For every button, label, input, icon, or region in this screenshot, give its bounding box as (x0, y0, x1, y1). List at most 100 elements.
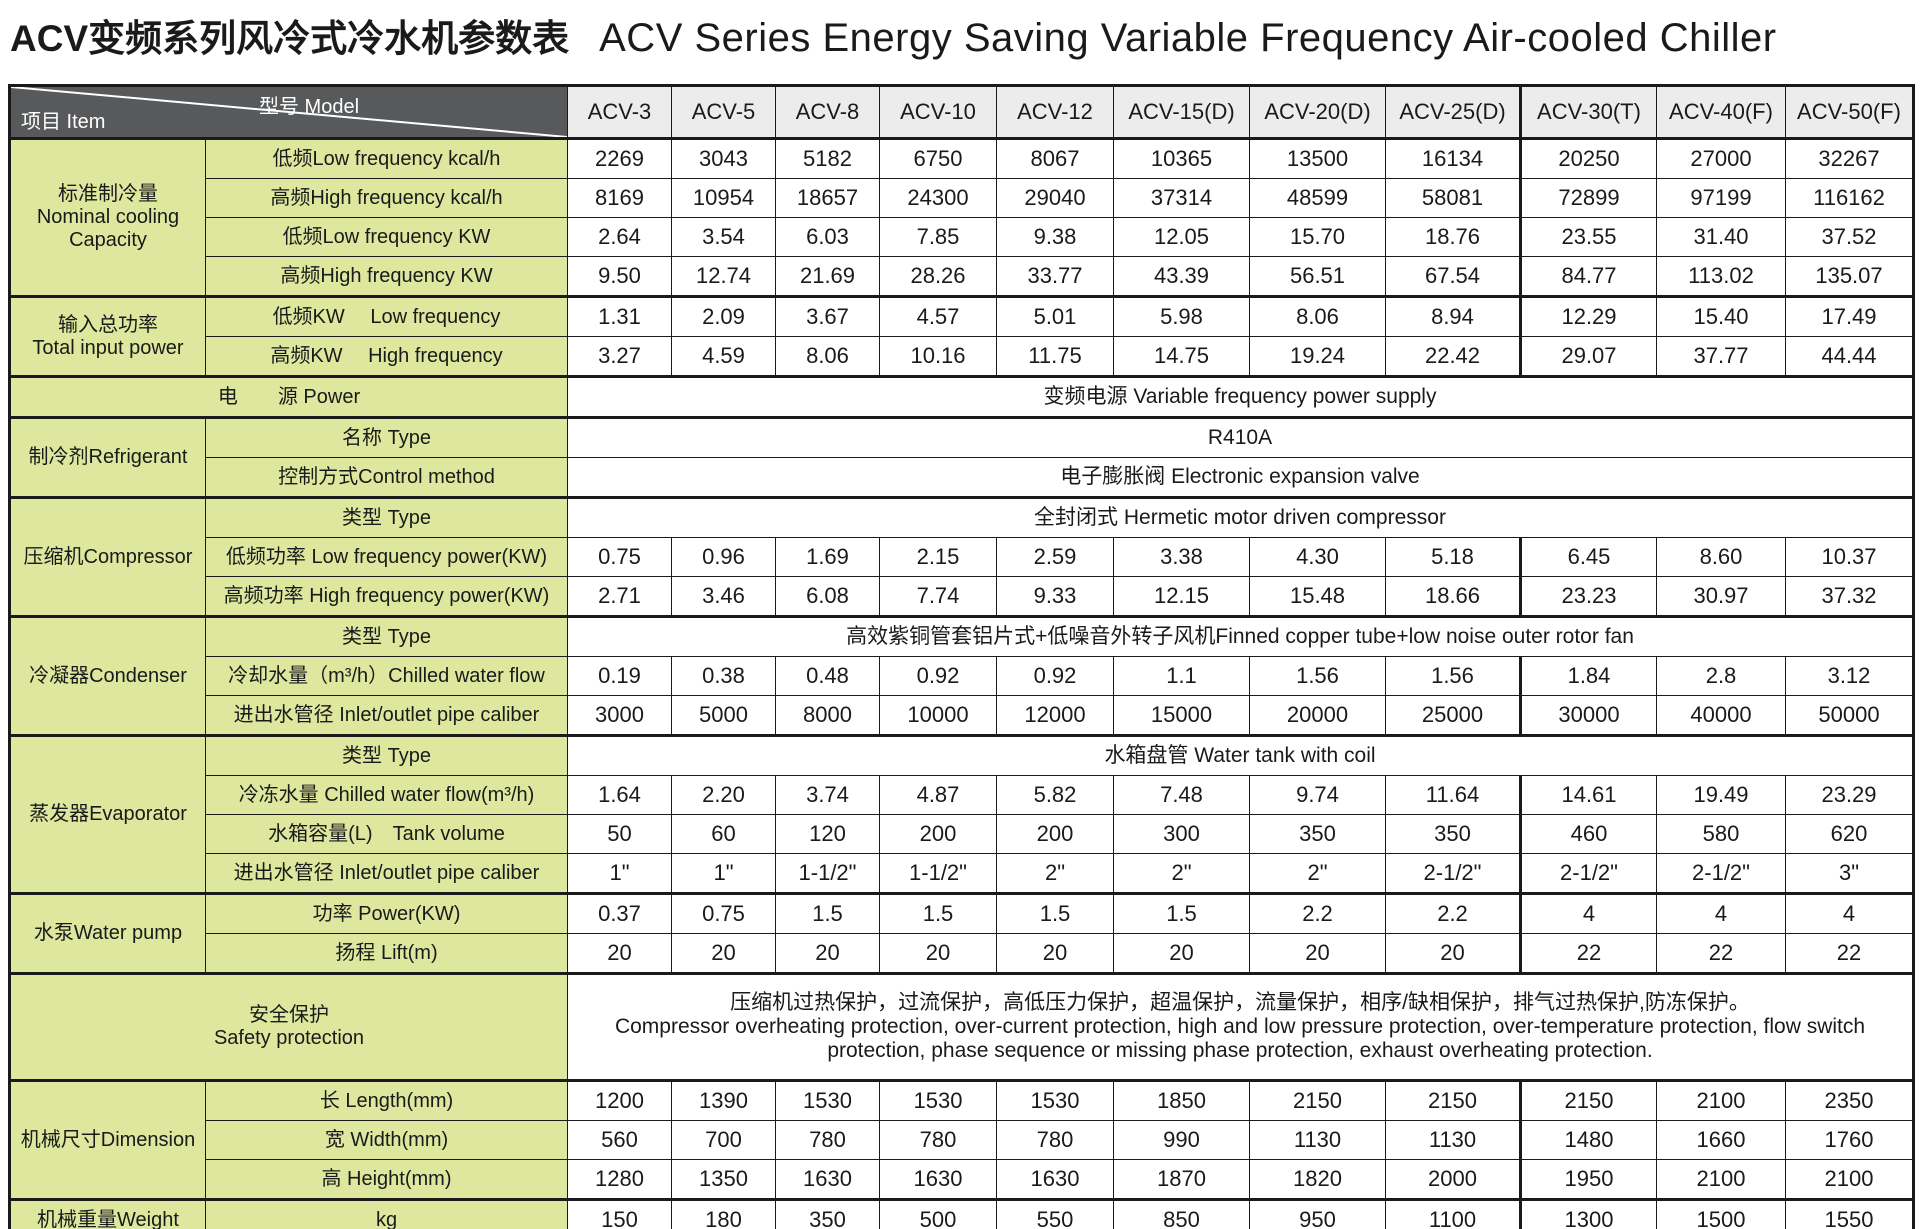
value-cell: 120 (775, 814, 880, 854)
value-cell: 10000 (879, 695, 997, 736)
row-label: 水箱容量(L) Tank volume (205, 814, 568, 854)
value-cell: 150 (567, 1198, 672, 1229)
value-cell: 10954 (671, 178, 776, 218)
value-cell: 23.55 (1519, 217, 1657, 257)
value-cell: 20 (567, 933, 672, 974)
value-cell: 3.38 (1113, 537, 1250, 577)
value-cell: 350 (1249, 814, 1386, 854)
value-cell: 8169 (567, 178, 672, 218)
value-cell: 11.75 (996, 336, 1114, 377)
row-label: 长 Length(mm) (205, 1079, 568, 1121)
value-cell: 4.57 (879, 295, 997, 337)
value-cell: 1300 (1519, 1198, 1657, 1229)
value-cell: 9.33 (996, 576, 1114, 617)
value-cell: 20 (879, 933, 997, 974)
corner-header-cell: 型号 Model 项目 Item (9, 85, 568, 140)
value-cell: 3" (1785, 853, 1914, 894)
corner-model-label: 型号 Model (259, 96, 360, 118)
value-cell: 19.49 (1656, 775, 1786, 815)
value-cell: 620 (1785, 814, 1914, 854)
value-cell: 18.76 (1385, 217, 1521, 257)
value-cell: 33.77 (996, 256, 1114, 297)
value-cell: 1530 (879, 1079, 997, 1121)
value-cell: 5.98 (1113, 295, 1250, 337)
value-cell: 21.69 (775, 256, 880, 297)
row-group-label: 压缩机Compressor (9, 496, 206, 617)
value-cell: 43.39 (1113, 256, 1250, 297)
value-cell: 1100 (1385, 1198, 1521, 1229)
value-cell: 37.32 (1785, 576, 1914, 617)
value-cell: 2000 (1385, 1159, 1521, 1200)
value-cell: 20 (1385, 933, 1521, 974)
value-cell: 0.75 (567, 537, 672, 577)
row-label: 控制方式Control method (205, 457, 568, 498)
value-cell: 200 (879, 814, 997, 854)
value-cell: 1530 (775, 1079, 880, 1121)
value-cell: 0.48 (775, 656, 880, 696)
row-group-label: 冷凝器Condenser (9, 615, 206, 736)
value-cell: 5.82 (996, 775, 1114, 815)
model-header: ACV-20(D) (1249, 85, 1386, 140)
value-cell: 4.59 (671, 336, 776, 377)
value-cell: 1630 (996, 1159, 1114, 1200)
value-cell: 3043 (671, 137, 776, 179)
value-cell: 1" (567, 853, 672, 894)
value-cell: 2100 (1656, 1079, 1786, 1121)
value-cell: 1.5 (1113, 892, 1250, 934)
value-cell: 67.54 (1385, 256, 1521, 297)
value-cell: 1390 (671, 1079, 776, 1121)
value-cell: 22.42 (1385, 336, 1521, 377)
value-cell: 460 (1519, 814, 1657, 854)
value-cell: 15.48 (1249, 576, 1386, 617)
model-header-row: 型号 Model 项目 Item ACV-3 ACV-5 ACV-8 ACV-1… (9, 85, 1914, 140)
diagonal-divider-line (11, 87, 567, 137)
value-cell: 10.16 (879, 336, 997, 377)
value-cell: 29.07 (1519, 336, 1657, 377)
value-cell: 1500 (1656, 1198, 1786, 1229)
value-cell: 2.2 (1385, 892, 1521, 934)
value-cell: 56.51 (1249, 256, 1386, 297)
row-group-label: 蒸发器Evaporator (9, 734, 206, 894)
row-label: 名称 Type (205, 416, 568, 458)
row-label: 宽 Width(mm) (205, 1120, 568, 1160)
value-cell: 10365 (1113, 137, 1250, 179)
value-cell: 850 (1113, 1198, 1250, 1229)
row-label: 高 Height(mm) (205, 1159, 568, 1200)
value-cell: 2100 (1656, 1159, 1786, 1200)
value-cell: 23.23 (1519, 576, 1657, 617)
spec-table-body: 标准制冷量 Nominal cooling Capacity 低频Low freq… (9, 137, 1914, 1229)
value-cell: 31.40 (1656, 217, 1786, 257)
value-cell: 0.75 (671, 892, 776, 934)
value-cell: 20250 (1519, 137, 1657, 179)
row-label: 进出水管径 Inlet/outlet pipe caliber (205, 853, 568, 894)
value-cell: 7.74 (879, 576, 997, 617)
value-cell: 2.09 (671, 295, 776, 337)
value-cell: 0.92 (996, 656, 1114, 696)
value-cell: 560 (567, 1120, 672, 1160)
span-value-cell: 水箱盘管 Water tank with coil (567, 734, 1914, 776)
value-cell: 1530 (996, 1079, 1114, 1121)
row-label: 低频Low frequency KW (205, 217, 568, 257)
value-cell: 3000 (567, 695, 672, 736)
value-cell: 11.64 (1385, 775, 1521, 815)
value-cell: 1280 (567, 1159, 672, 1200)
value-cell: 1-1/2" (879, 853, 997, 894)
value-cell: 9.74 (1249, 775, 1386, 815)
model-header: ACV-15(D) (1113, 85, 1250, 140)
row-label: kg (205, 1198, 568, 1229)
value-cell: 1130 (1385, 1120, 1521, 1160)
value-cell: 4 (1519, 892, 1657, 934)
value-cell: 2.64 (567, 217, 672, 257)
value-cell: 3.67 (775, 295, 880, 337)
value-cell: 32267 (1785, 137, 1914, 179)
value-cell: 18657 (775, 178, 880, 218)
row-label: 高频KW High frequency (205, 336, 568, 377)
value-cell: 8.06 (775, 336, 880, 377)
value-cell: 1.56 (1249, 656, 1386, 696)
value-cell: 9.38 (996, 217, 1114, 257)
value-cell: 180 (671, 1198, 776, 1229)
value-cell: 2.71 (567, 576, 672, 617)
value-cell: 780 (879, 1120, 997, 1160)
corner-item-label: 项目 Item (21, 111, 106, 133)
value-cell: 2-1/2" (1656, 853, 1786, 894)
